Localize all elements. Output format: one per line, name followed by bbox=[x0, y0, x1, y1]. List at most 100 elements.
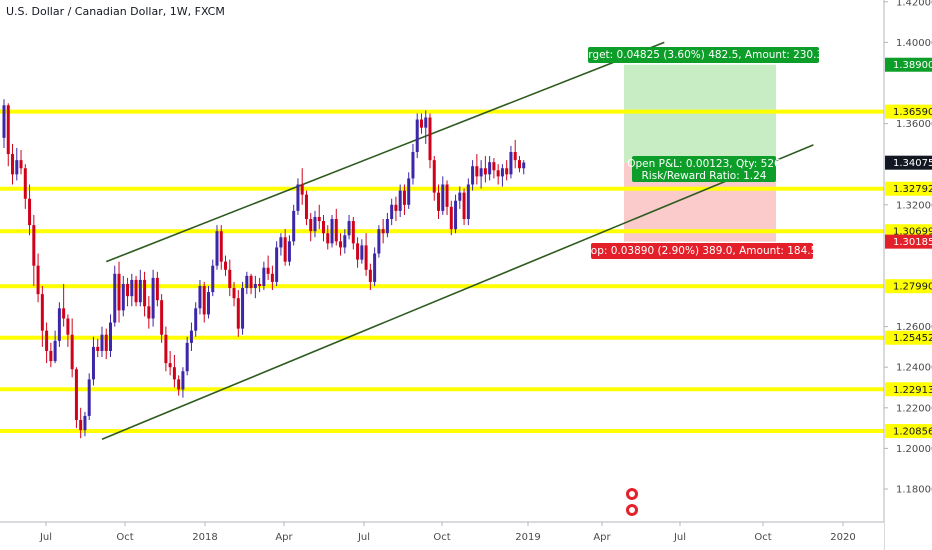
candle bbox=[49, 342, 53, 368]
candle-body bbox=[74, 369, 78, 420]
candle-body bbox=[411, 152, 415, 179]
candle bbox=[466, 178, 470, 226]
candle bbox=[236, 290, 240, 337]
candle bbox=[304, 190, 308, 226]
price-tick-label: 1.32000 bbox=[896, 200, 932, 211]
candle bbox=[509, 145, 513, 179]
candle bbox=[138, 269, 142, 307]
candle bbox=[2, 99, 6, 148]
candle bbox=[245, 271, 249, 295]
candle-body bbox=[206, 292, 210, 315]
candle bbox=[287, 235, 291, 266]
candle bbox=[445, 180, 449, 215]
candle bbox=[488, 156, 492, 181]
price-tick-label: 1.18000 bbox=[896, 485, 932, 496]
candle-body bbox=[428, 117, 432, 161]
candle bbox=[462, 188, 466, 226]
candle-body bbox=[283, 237, 287, 262]
candle-body bbox=[304, 194, 308, 220]
candle-body bbox=[449, 206, 453, 230]
candle-body bbox=[270, 273, 274, 282]
target-label-text: Target: 0.04825 (3.60%) 482.5, Amount: 2… bbox=[576, 49, 830, 61]
channel-lower-line bbox=[101, 144, 814, 441]
candle-body bbox=[364, 245, 368, 270]
target-label: Target: 0.04825 (3.60%) 482.5, Amount: 2… bbox=[576, 47, 830, 63]
candle bbox=[334, 208, 338, 246]
candle-body bbox=[253, 283, 257, 289]
candle-body bbox=[228, 269, 232, 289]
candle bbox=[496, 164, 500, 185]
candle-body bbox=[407, 178, 411, 205]
candle-body bbox=[339, 241, 343, 248]
candle bbox=[45, 322, 49, 364]
candle bbox=[343, 229, 347, 254]
candle bbox=[390, 198, 394, 226]
level-price-badge-text: 1.27990 bbox=[893, 282, 932, 293]
level-price-badge-bg bbox=[885, 330, 932, 345]
time-axis: Jul Oct 2018 Apr Jul Oct 2019 Apr Jul Oct 2020 bbox=[0, 521, 884, 550]
candle bbox=[70, 318, 74, 378]
candle-body bbox=[343, 235, 347, 248]
level-price-badge-text: 1.22913 bbox=[893, 385, 932, 396]
candle bbox=[258, 277, 262, 293]
candle-body bbox=[147, 306, 151, 319]
candle-body bbox=[300, 184, 304, 195]
candle-body bbox=[377, 229, 381, 254]
candle bbox=[177, 375, 181, 396]
time-tick-label: Oct bbox=[116, 532, 133, 543]
target-price-badge-bg bbox=[885, 57, 932, 72]
candle-body bbox=[164, 334, 168, 364]
pnl-label-text: Risk/Reward Ratio: 1.24 bbox=[642, 170, 767, 182]
time-tick-label: 2018 bbox=[192, 532, 217, 543]
candle bbox=[113, 265, 117, 327]
candle-body bbox=[334, 219, 338, 242]
candle-body bbox=[134, 279, 138, 303]
candle bbox=[241, 281, 245, 335]
candle bbox=[262, 261, 266, 291]
candle-body bbox=[91, 346, 95, 380]
level-price-badge-bg bbox=[885, 181, 932, 196]
broker-logo-icon bbox=[626, 488, 638, 516]
level-price-badge-bg bbox=[885, 279, 932, 294]
current-price-badge-bg bbox=[885, 155, 932, 170]
candle bbox=[283, 229, 287, 266]
candle bbox=[249, 273, 253, 295]
candle bbox=[398, 184, 402, 217]
candle bbox=[134, 275, 138, 307]
candle-body bbox=[202, 286, 206, 315]
candle-body bbox=[402, 190, 406, 205]
level-line bbox=[0, 109, 884, 114]
candle-body bbox=[104, 334, 108, 351]
candle-body bbox=[177, 379, 181, 390]
candle-body bbox=[381, 229, 385, 234]
candle-body bbox=[313, 216, 317, 232]
candle bbox=[270, 265, 274, 291]
candle-body bbox=[479, 168, 483, 177]
candle bbox=[19, 149, 23, 175]
candle bbox=[377, 225, 381, 258]
candle-body bbox=[23, 168, 27, 199]
candle-body bbox=[236, 298, 240, 329]
candle-body bbox=[368, 269, 372, 282]
level-price-badge-bg bbox=[885, 382, 932, 397]
candle-body bbox=[155, 277, 159, 301]
candle bbox=[322, 214, 325, 242]
candle bbox=[143, 271, 147, 317]
candle-body bbox=[356, 243, 360, 260]
candle-body bbox=[262, 267, 266, 286]
candle bbox=[253, 275, 257, 299]
candle bbox=[266, 255, 270, 280]
candle bbox=[317, 204, 321, 230]
candle-body bbox=[87, 379, 91, 416]
time-tick-label: Oct bbox=[754, 532, 771, 543]
trend-channel bbox=[101, 41, 814, 441]
candle-body bbox=[96, 346, 100, 351]
candle bbox=[441, 176, 445, 215]
candle-body bbox=[500, 168, 504, 177]
candle bbox=[109, 314, 112, 358]
candle bbox=[402, 184, 406, 215]
candle-body bbox=[172, 367, 176, 380]
candle-body bbox=[62, 308, 66, 319]
